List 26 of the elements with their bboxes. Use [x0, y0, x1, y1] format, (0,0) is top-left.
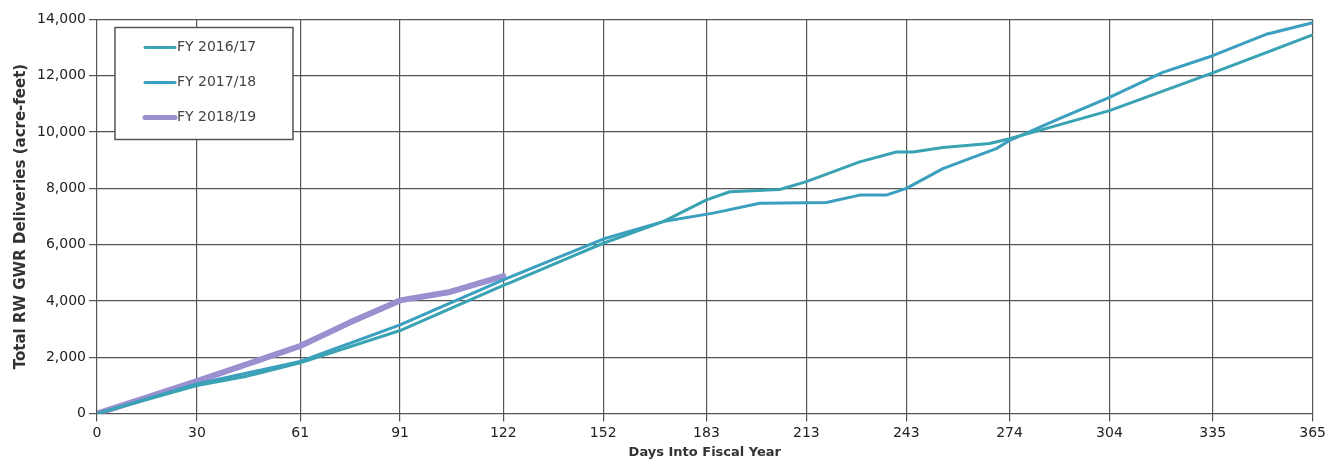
- legend-label: FY 2018/19: [176, 108, 257, 125]
- x-tick-label: 365: [1299, 423, 1327, 440]
- x-tick-label: 213: [793, 423, 820, 440]
- y-tick-label: 4,000: [45, 291, 86, 308]
- x-tick-label: 335: [1199, 423, 1227, 440]
- x-tick-label: 274: [996, 423, 1024, 440]
- x-tick-label: 0: [92, 423, 102, 440]
- y-tick-label: 10,000: [36, 122, 86, 139]
- y-tick-label: 0: [77, 404, 86, 421]
- y-tick-label: 14,000: [36, 10, 86, 27]
- x-tick-label: 91: [391, 423, 409, 440]
- legend-label: FY 2016/17: [176, 38, 257, 55]
- x-tick-label: 183: [693, 423, 720, 440]
- x-tick-label: 304: [1096, 423, 1123, 440]
- x-axis-title: Days Into Fiscal Year: [628, 443, 782, 459]
- x-tick-label: 61: [291, 423, 310, 440]
- x-tick-label: 30: [187, 423, 206, 440]
- y-tick-label: 12,000: [36, 66, 86, 83]
- y-axis-title: Total RW GWR Deliveries (acre-feet): [10, 63, 29, 370]
- y-tick-label: 6,000: [45, 235, 86, 252]
- x-tick-label: 243: [892, 423, 920, 440]
- x-tick-label: 122: [489, 423, 517, 440]
- y-tick-label: 2,000: [45, 347, 86, 364]
- x-tick-label: 152: [589, 423, 617, 440]
- legend-label: FY 2017/18: [176, 73, 257, 90]
- y-tick-label: 8,000: [45, 178, 86, 195]
